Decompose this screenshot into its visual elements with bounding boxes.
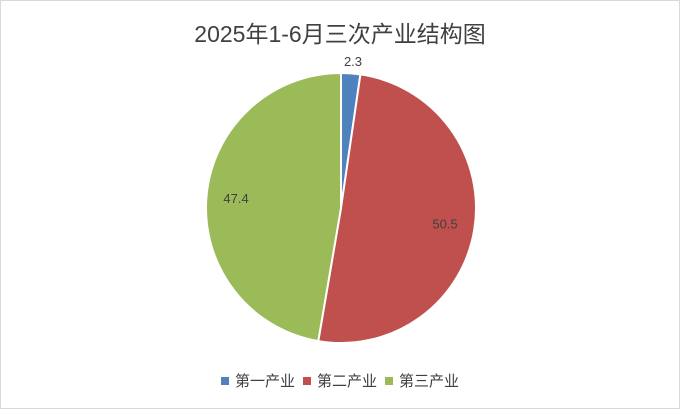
data-label-1: 2.3: [344, 54, 362, 69]
pie-slice-2: [317, 73, 477, 344]
chart-title: 2025年1-6月三次产业结构图: [194, 21, 486, 47]
pie-slice-3: [205, 71, 342, 343]
legend-label: 第二产业: [316, 373, 377, 390]
legend-item-3: 第三产业: [385, 370, 459, 391]
legend-item-2: 第二产业: [302, 370, 377, 391]
data-label-3: 47.4: [223, 191, 248, 206]
data-label-2: 50.5: [432, 216, 457, 231]
legend-label: 第三产业: [399, 373, 460, 390]
legend-item-1: 第一产业: [220, 370, 295, 391]
legend: 第一产业 第二产业 第三产业: [1, 370, 679, 391]
legend-swatch: [220, 376, 229, 385]
legend-swatch: [385, 376, 393, 385]
legend-label: 第一产业: [234, 373, 295, 390]
legend-swatch: [302, 376, 311, 385]
